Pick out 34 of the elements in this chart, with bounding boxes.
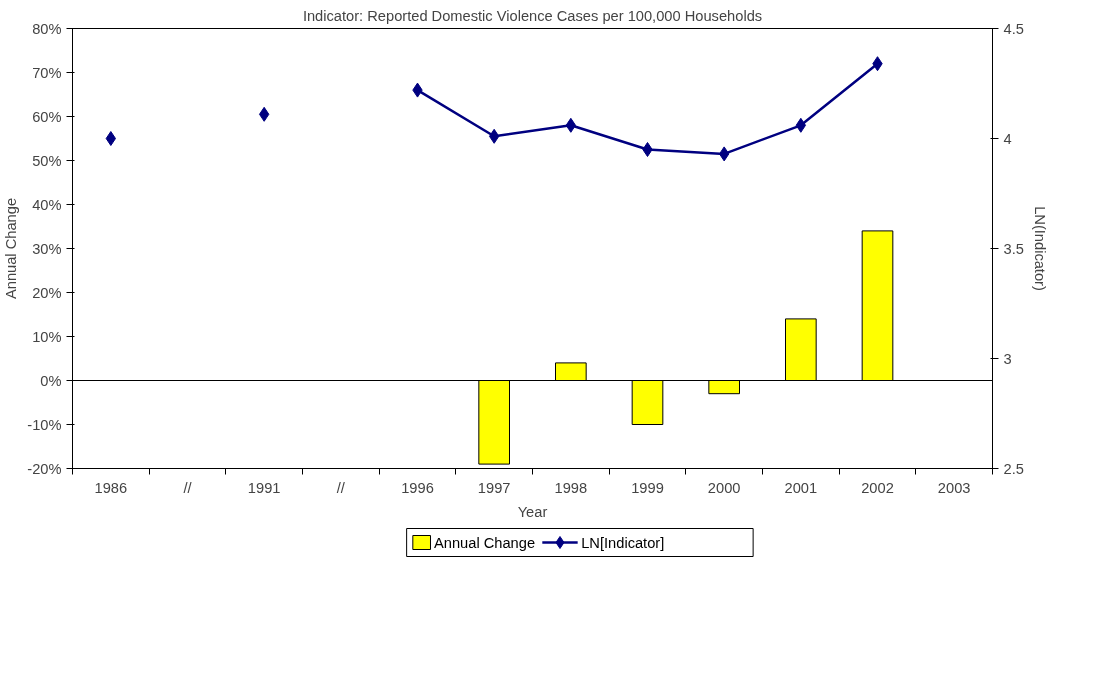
y-tick-label: -10%: [27, 416, 62, 433]
y-tick-label: 30%: [32, 240, 62, 257]
x-tick-label: 1997: [477, 479, 511, 496]
x-tick-label: 2002: [861, 479, 894, 496]
y-tick-label: -20%: [27, 460, 62, 477]
y-tick-label: 80%: [32, 20, 62, 37]
y2-tick-label: 4.5: [1003, 20, 1024, 37]
x-tick-label: //: [183, 479, 193, 496]
y2-axis-title: LN(Indicator): [1031, 206, 1048, 291]
x-tick-label: 1991: [247, 479, 281, 496]
chart-title: Indicator: Reported Domestic Violence Cases per 100,000 Households: [302, 7, 763, 24]
y2-tick-label: 3: [1003, 350, 1012, 367]
x-tick-label: 1986: [94, 479, 128, 496]
y-tick-label: 50%: [32, 152, 62, 169]
y-tick-label: 20%: [32, 284, 62, 301]
legend-label: Annual Change: [434, 534, 536, 551]
x-tick-label: 2001: [784, 479, 818, 496]
x-tick-label: 2003: [937, 479, 971, 496]
x-tick-label: 1998: [554, 479, 588, 496]
y-tick-label: 40%: [32, 196, 62, 213]
y2-tick-label: 4: [1003, 130, 1012, 147]
y2-tick-label: 2.5: [1003, 460, 1024, 477]
x-tick-label: //: [336, 479, 346, 496]
x-tick-label: 1996: [401, 479, 434, 496]
legend-label: LN[Indicator]: [581, 534, 665, 551]
y-tick-label: 70%: [32, 64, 62, 81]
x-axis-title: Year: [517, 503, 548, 520]
x-tick-label: 2000: [707, 479, 741, 496]
y-tick-label: 0%: [40, 372, 62, 389]
y-tick-label: 10%: [32, 328, 62, 345]
y-axis-title: Annual Change: [3, 197, 20, 300]
x-tick-label: 1999: [631, 479, 664, 496]
y-tick-label: 60%: [32, 108, 62, 125]
y2-tick-label: 3.5: [1003, 240, 1024, 257]
